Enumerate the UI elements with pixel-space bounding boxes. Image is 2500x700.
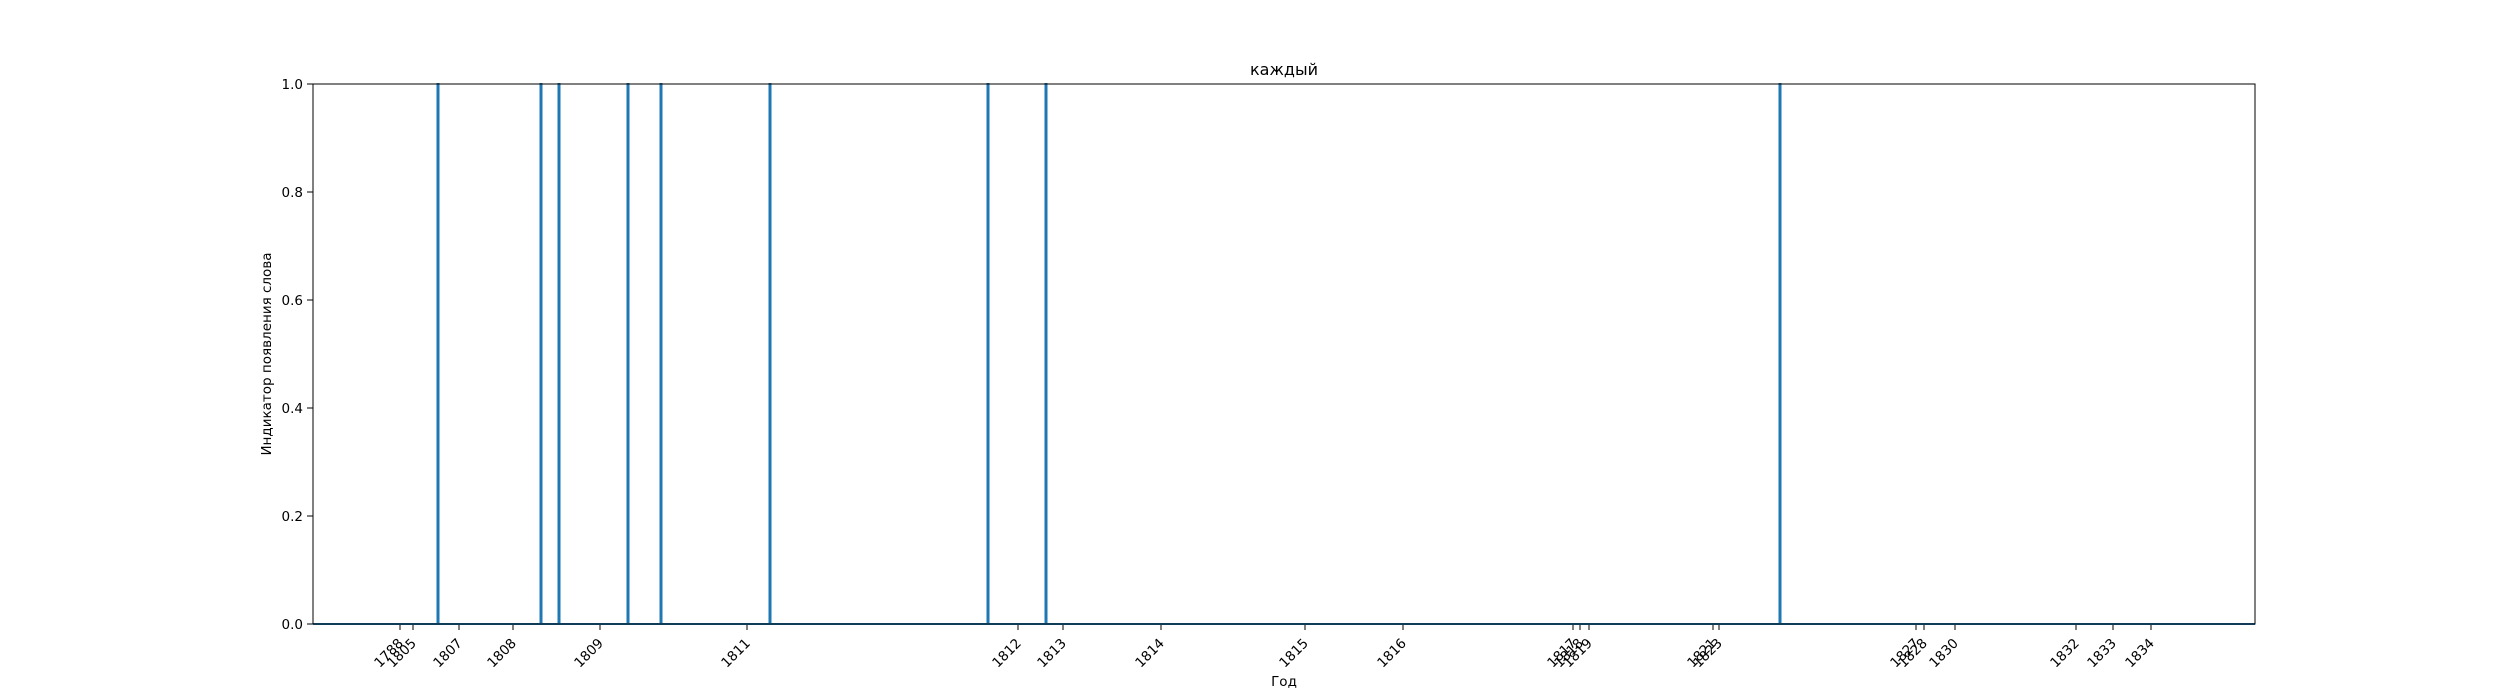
y-axis: 0.0 0.2 0.4 0.6 0.8 1.0 (282, 77, 313, 633)
y-tick-label: 0.0 (282, 617, 303, 633)
y-tick-label: 0.6 (282, 293, 303, 309)
y-tick-label: 1.0 (282, 77, 303, 93)
plot-frame (312, 83, 2256, 625)
plot-area (313, 84, 2255, 624)
y-tick-label: 0.8 (282, 185, 303, 201)
x-axis-label: Год (1271, 674, 1297, 690)
chart-title: каждый (1250, 60, 1318, 79)
y-tick-label: 0.4 (282, 401, 303, 417)
y-axis-label: Индикатор появления слова (259, 252, 275, 455)
y-tick-label: 0.2 (282, 509, 303, 525)
